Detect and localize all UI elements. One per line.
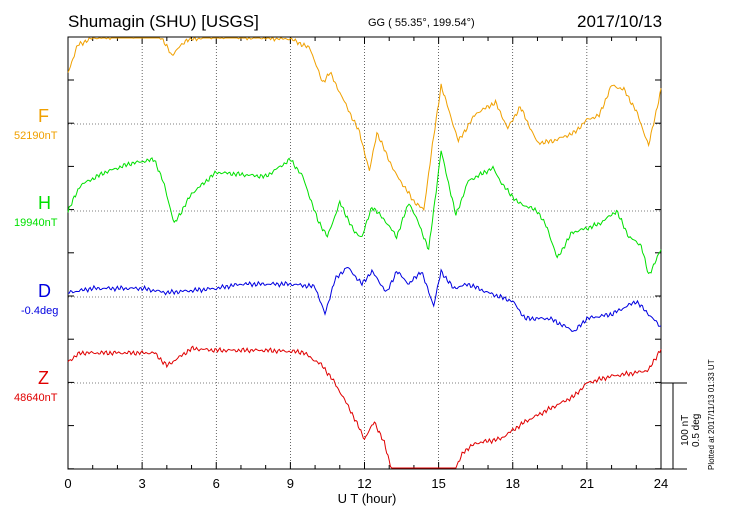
component-letter-h: H [38, 193, 51, 213]
component-baseline-h: 19940nT [14, 217, 58, 229]
series-group [67, 37, 662, 469]
axis-ticks [67, 37, 662, 470]
plotted-timestamp: Plotted at 2017/11/13 01:33 UT [707, 359, 716, 470]
coordinates-label: GG ( 55.35°, 199.54°) [368, 17, 475, 29]
scale-label-nt: 100 nT [680, 414, 691, 446]
x-tick-label: 24 [654, 476, 668, 491]
component-baseline-d: -0.4deg [21, 305, 59, 317]
series-line-z [67, 345, 662, 469]
x-tick-label: 9 [287, 476, 294, 491]
component-letter-f: F [38, 106, 49, 126]
x-tick-label: 12 [357, 476, 371, 491]
station-title: Shumagin (SHU) [USGS] [68, 12, 259, 31]
component-baseline-z: 48640nT [14, 392, 58, 404]
component-baseline-f: 52190nT [14, 130, 58, 142]
scale-label-deg: 0.5 deg [691, 413, 702, 447]
grid [68, 37, 661, 469]
x-tick-label: 0 [64, 476, 71, 491]
component-letter-z: Z [38, 368, 49, 388]
x-tick-label: 6 [213, 476, 220, 491]
date-label: 2017/10/13 [577, 12, 663, 31]
x-tick-labels: 0 3 6 9 12 15 18 21 24 [64, 476, 668, 491]
series-line-d [67, 266, 662, 332]
scale-label: 100 nT 0.5 deg [680, 414, 702, 447]
x-tick-label: 21 [580, 476, 594, 491]
series-line-h [67, 150, 662, 275]
series-line-f [67, 37, 662, 212]
component-letter-d: D [38, 281, 51, 301]
x-tick-label: 18 [506, 476, 520, 491]
x-axis-label: U T (hour) [338, 491, 397, 506]
x-tick-label: 3 [139, 476, 146, 491]
x-tick-label: 15 [431, 476, 445, 491]
